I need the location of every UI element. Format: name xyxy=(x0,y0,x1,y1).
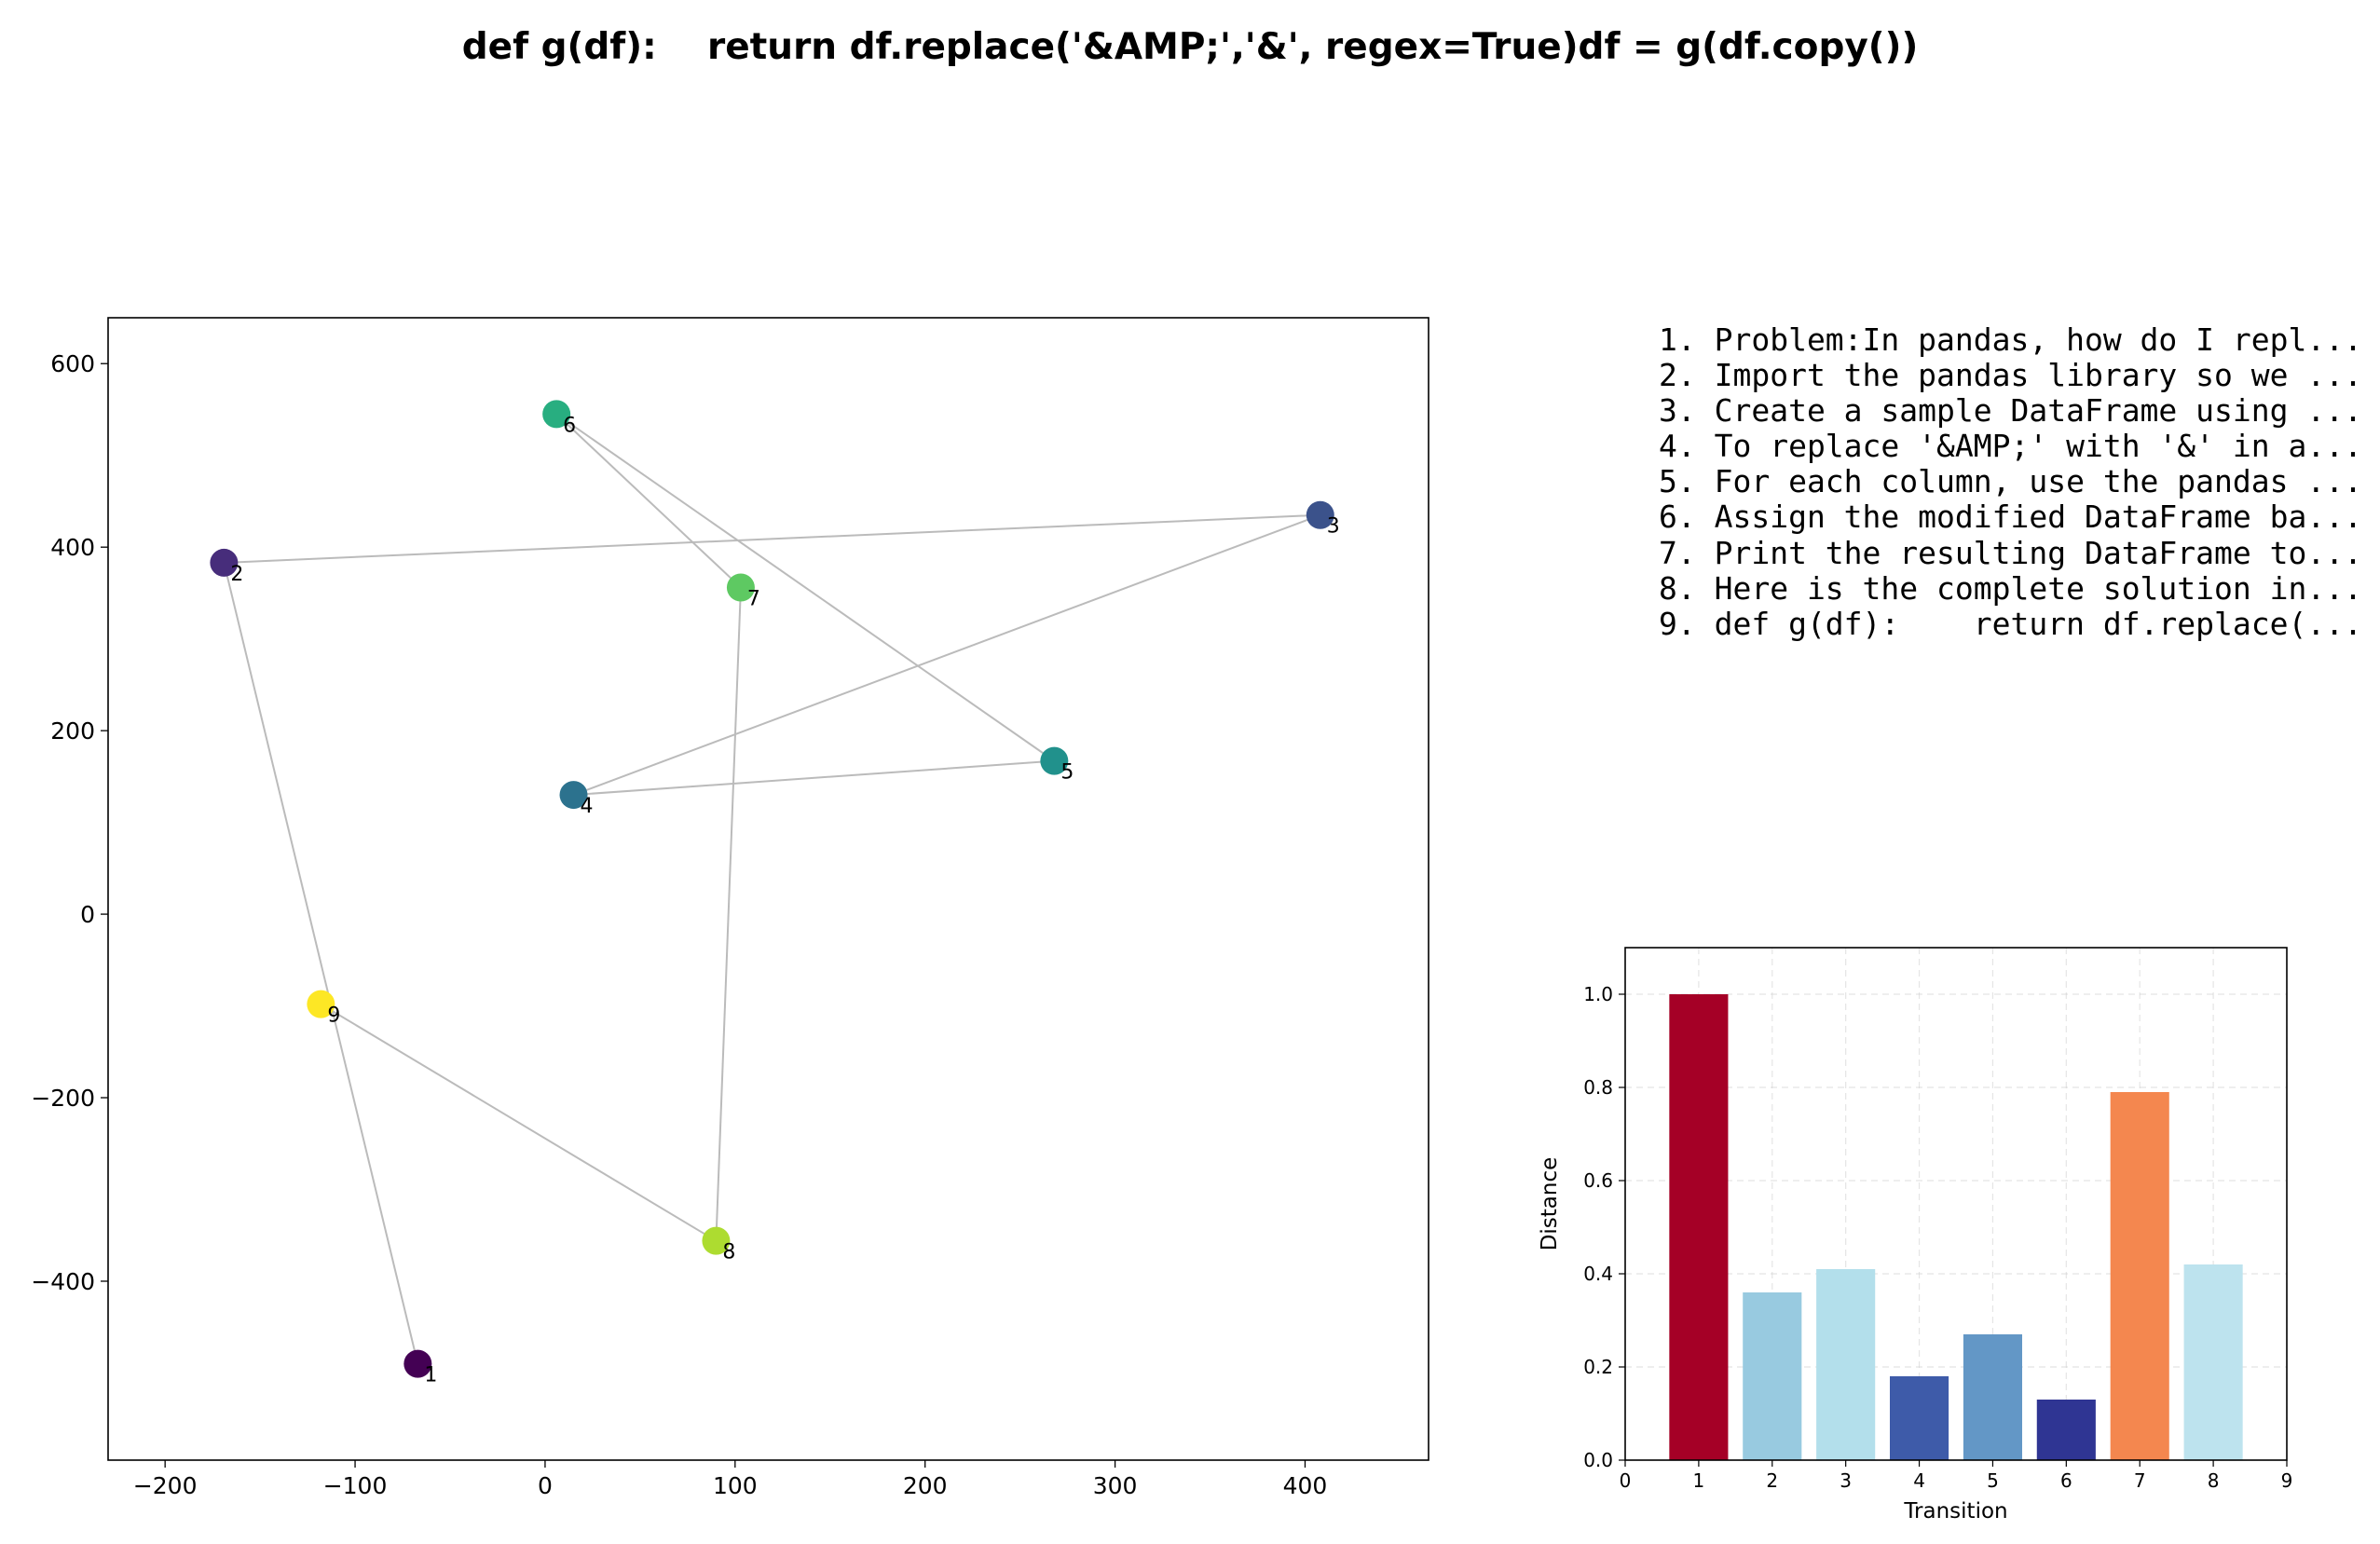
x-tick-label: 100 xyxy=(713,1472,758,1499)
step-item: 7. Print the resulting DataFrame to... xyxy=(1659,534,2362,571)
y-tick-label: 0.8 xyxy=(1583,1076,1613,1099)
scatter-point xyxy=(1040,746,1069,775)
x-tick-label: 7 xyxy=(2134,1469,2146,1492)
y-tick-label: −400 xyxy=(31,1268,95,1295)
figure-title: def g(df): return df.replace('&AMP;','&'… xyxy=(461,26,1919,68)
x-tick-label: 0 xyxy=(1620,1469,1632,1492)
y-tick-label: 200 xyxy=(50,717,95,745)
path-segment xyxy=(573,513,1321,797)
x-tick-label: 5 xyxy=(1987,1469,1999,1492)
x-tick-label: 2 xyxy=(1766,1469,1778,1492)
point-label: 3 xyxy=(1327,515,1340,539)
plot-frame xyxy=(107,317,1429,1461)
bar xyxy=(1743,1292,1802,1460)
scatter-point xyxy=(210,548,239,577)
scatter-point xyxy=(542,400,571,429)
point-label: 1 xyxy=(424,1364,437,1387)
path-segment xyxy=(573,759,1055,797)
x-tick-label: 4 xyxy=(1913,1469,1925,1492)
x-tick-label: 400 xyxy=(1283,1472,1328,1499)
scatter-point xyxy=(726,573,755,602)
bar xyxy=(1669,994,1729,1460)
scatter-point xyxy=(1306,500,1334,529)
step-item: 3. Create a sample DataFrame using ... xyxy=(1659,392,2362,430)
x-tick-label: 300 xyxy=(1093,1472,1138,1499)
y-tick-label: 0.4 xyxy=(1583,1263,1613,1285)
x-tick-label: 3 xyxy=(1840,1469,1852,1492)
scatter-point xyxy=(559,781,588,810)
path-segment xyxy=(224,513,1320,564)
scatter-point xyxy=(404,1349,432,1378)
path-segment xyxy=(555,413,742,589)
scatter-point xyxy=(702,1226,731,1255)
y-tick-label: 0.6 xyxy=(1583,1169,1613,1192)
bar xyxy=(2183,1264,2243,1460)
y-axis-label: Distance xyxy=(1538,1157,1562,1251)
step-list: 1. Problem:In pandas, how do I repl... 2… xyxy=(1659,321,2362,642)
x-tick-label: 9 xyxy=(2281,1469,2293,1492)
step-item: 1. Problem:In pandas, how do I repl... xyxy=(1659,321,2362,358)
x-tick-label: −100 xyxy=(323,1472,388,1499)
y-tick-label: 0.2 xyxy=(1583,1356,1613,1378)
y-tick-label: 400 xyxy=(50,534,95,561)
step-item: 9. def g(df): return df.replace(... xyxy=(1659,605,2362,642)
bar xyxy=(1890,1376,1949,1460)
x-tick-label: 0 xyxy=(538,1472,553,1499)
plot-frame xyxy=(1624,947,2288,1461)
step-item: 5. For each column, use the pandas ... xyxy=(1659,463,2362,500)
path-segment xyxy=(320,1003,717,1242)
bar xyxy=(2036,1400,2096,1460)
point-label: 4 xyxy=(581,795,594,818)
point-label: 5 xyxy=(1060,761,1074,785)
x-axis-label: Transition xyxy=(1903,1499,2007,1524)
point-label: 7 xyxy=(747,588,760,611)
y-tick-label: 1.0 xyxy=(1583,983,1613,1005)
point-label: 9 xyxy=(327,1004,340,1028)
point-label: 8 xyxy=(722,1241,735,1264)
bar xyxy=(1963,1334,2022,1460)
x-tick-label: 6 xyxy=(2060,1469,2072,1492)
point-label: 6 xyxy=(563,414,576,437)
step-item: 8. Here is the complete solution in... xyxy=(1659,569,2362,607)
y-tick-label: −200 xyxy=(31,1085,95,1112)
x-tick-label: 200 xyxy=(903,1472,948,1499)
y-tick-label: 0.0 xyxy=(1583,1449,1613,1471)
point-label: 2 xyxy=(230,563,243,586)
y-tick-label: 600 xyxy=(50,350,95,377)
y-tick-label: 0 xyxy=(80,901,95,928)
scatter-point xyxy=(307,990,335,1018)
step-item: 2. Import the pandas library so we ... xyxy=(1659,357,2362,394)
x-tick-label: −200 xyxy=(133,1472,198,1499)
path-segment xyxy=(555,413,1055,762)
bar xyxy=(2110,1092,2169,1460)
step-item: 6. Assign the modified DataFrame ba... xyxy=(1659,499,2362,536)
path-segment xyxy=(715,587,742,1241)
bar xyxy=(1816,1269,1876,1460)
x-tick-label: 1 xyxy=(1693,1469,1705,1492)
x-tick-label: 8 xyxy=(2208,1469,2220,1492)
path-segment xyxy=(223,562,419,1364)
step-item: 4. To replace '&AMP;' with '&' in a... xyxy=(1659,428,2362,465)
